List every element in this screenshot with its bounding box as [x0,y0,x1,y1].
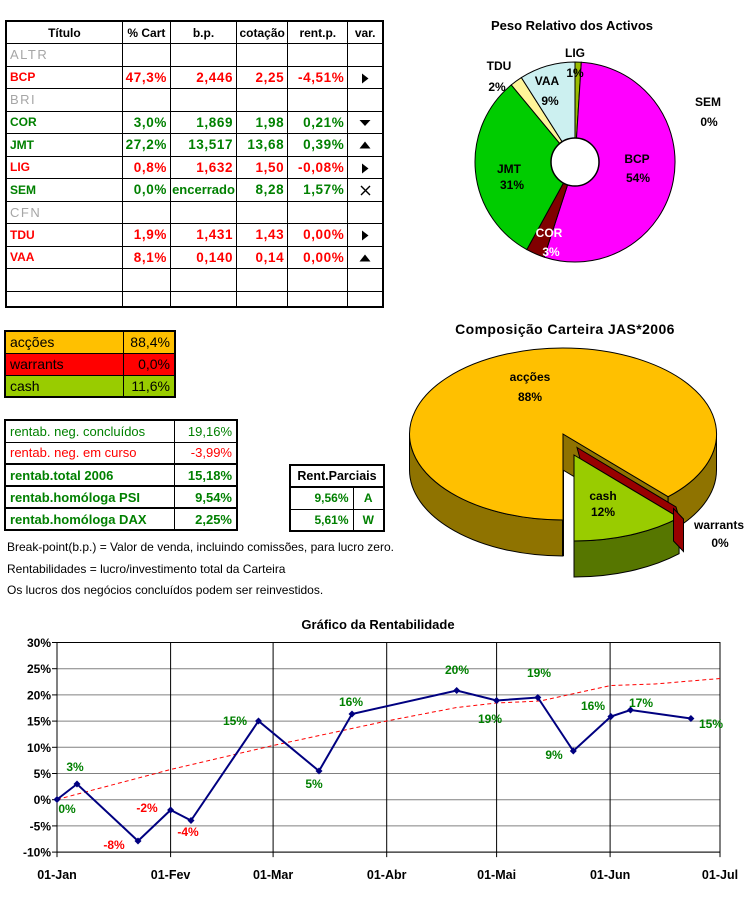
svg-text:cash: cash [589,489,616,503]
svg-text:5%: 5% [305,777,323,791]
svg-text:9%: 9% [541,94,559,108]
svg-text:-4%: -4% [177,825,199,839]
svg-text:0%: 0% [34,793,52,807]
svg-text:01-Jul: 01-Jul [702,868,738,882]
svg-text:BCP: BCP [624,152,649,166]
svg-text:3%: 3% [542,245,560,259]
svg-text:warrants: warrants [693,518,744,532]
svg-text:VAA: VAA [535,74,560,88]
svg-text:12%: 12% [591,505,615,519]
svg-text:-5%: -5% [30,819,52,833]
svg-text:Gráfico da Rentabilidade: Gráfico da Rentabilidade [301,617,454,632]
svg-text:0%: 0% [711,536,729,550]
svg-text:20%: 20% [27,688,51,702]
svg-text:19%: 19% [527,666,551,680]
svg-text:01-Jan: 01-Jan [37,868,77,882]
svg-text:17%: 17% [629,696,653,710]
svg-text:88%: 88% [518,390,542,404]
svg-text:LIG: LIG [565,46,585,60]
svg-text:20%: 20% [445,663,469,677]
svg-text:Peso Relativo dos Activos: Peso Relativo dos Activos [491,18,653,33]
svg-text:1%: 1% [566,66,584,80]
svg-text:16%: 16% [339,695,363,709]
svg-text:54%: 54% [626,171,650,185]
svg-text:25%: 25% [27,662,51,676]
svg-text:19%: 19% [478,712,502,726]
svg-text:01-Fev: 01-Fev [151,868,191,882]
svg-text:0%: 0% [700,115,718,129]
svg-text:01-Jun: 01-Jun [590,868,630,882]
svg-text:TDU: TDU [487,59,512,73]
svg-text:5%: 5% [34,767,52,781]
svg-text:15%: 15% [223,714,247,728]
svg-text:-8%: -8% [103,838,125,852]
svg-text:01-Mar: 01-Mar [253,868,293,882]
svg-text:-10%: -10% [23,846,51,860]
svg-text:15%: 15% [27,715,51,729]
svg-text:JMT: JMT [497,162,522,176]
svg-text:COR: COR [536,226,563,240]
svg-text:0%: 0% [58,802,76,816]
svg-text:2%: 2% [488,80,506,94]
svg-text:30%: 30% [27,636,51,650]
svg-text:acções: acções [510,370,551,384]
svg-text:SEM: SEM [695,95,721,109]
svg-text:9%: 9% [545,748,563,762]
svg-text:Composição Carteira JAS*2006: Composição Carteira JAS*2006 [455,321,675,337]
svg-text:-2%: -2% [136,801,158,815]
svg-text:15%: 15% [699,717,723,731]
svg-text:01-Abr: 01-Abr [367,868,407,882]
svg-text:16%: 16% [581,699,605,713]
svg-text:3%: 3% [66,760,84,774]
svg-text:10%: 10% [27,741,51,755]
svg-text:31%: 31% [500,178,524,192]
svg-text:01-Mai: 01-Mai [477,868,516,882]
